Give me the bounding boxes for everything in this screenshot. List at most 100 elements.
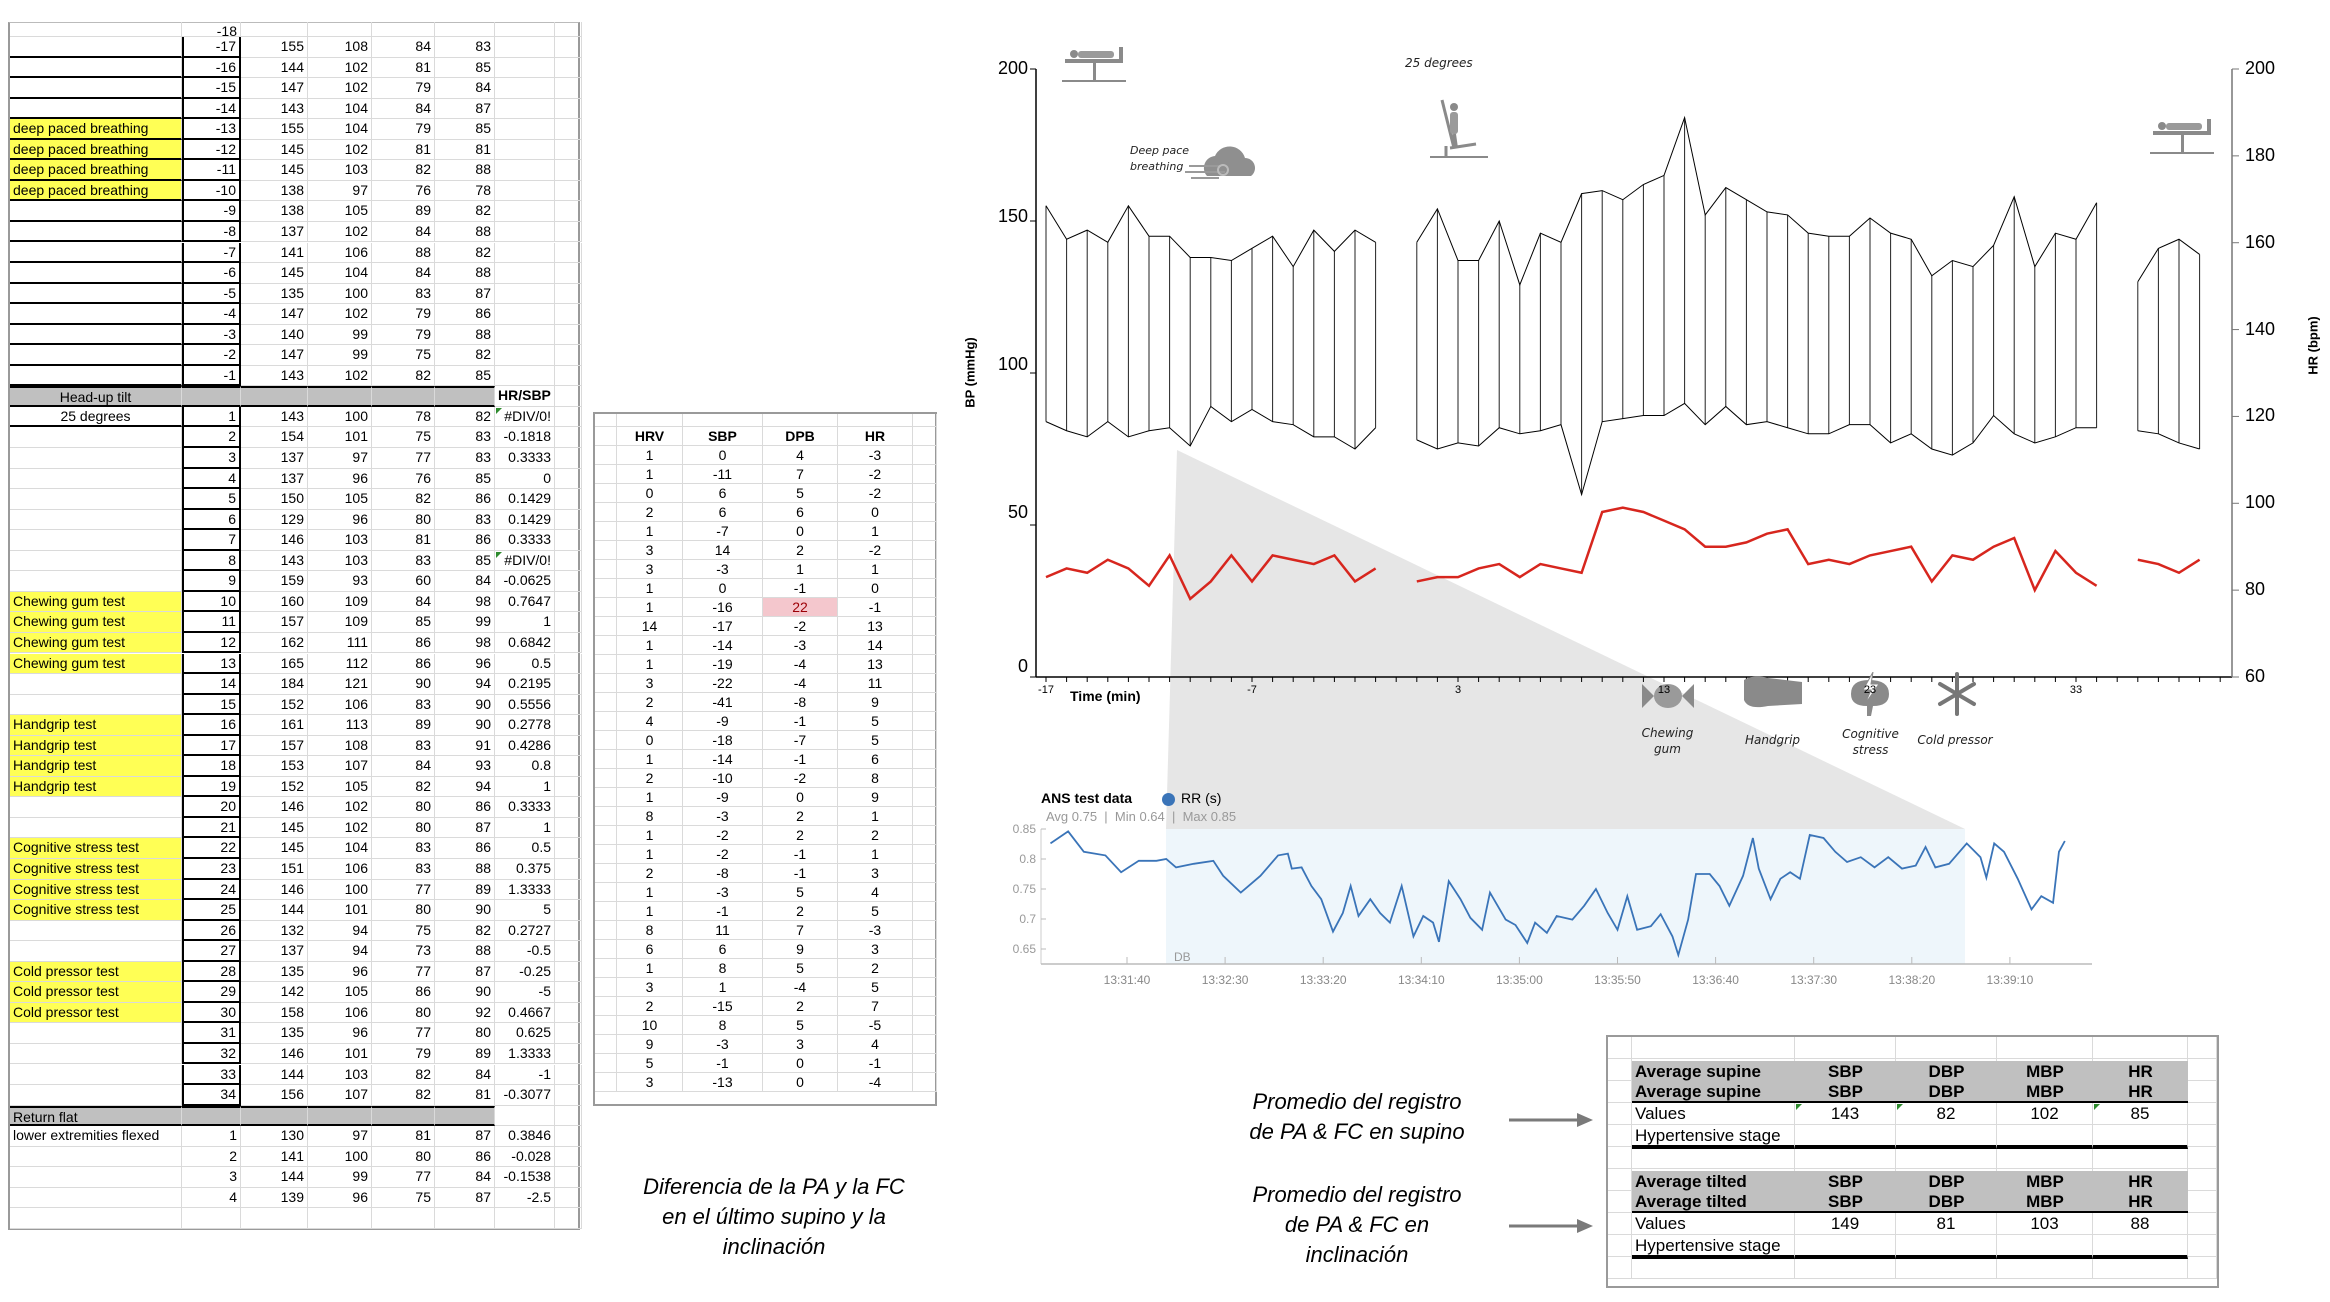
- sheet-cell-mbp[interactable]: 102: [308, 304, 372, 325]
- sheet-cell-hr[interactable]: 85: [435, 468, 495, 490]
- sheet-cell-dbp[interactable]: 75: [372, 920, 435, 942]
- sheet-cell-hr-sbp-ratio[interactable]: -0.1538: [495, 1167, 555, 1188]
- diff-cell[interactable]: -8: [683, 864, 763, 883]
- diff-header-cell[interactable]: [913, 427, 937, 446]
- sheet-cell-hr[interactable]: 87: [435, 817, 495, 839]
- sheet-cell-extra[interactable]: [555, 1146, 582, 1168]
- sheet-cell-sbp[interactable]: 143: [241, 550, 308, 572]
- diff-cell[interactable]: 1: [617, 636, 683, 655]
- sheet-cell-hr[interactable]: 87: [435, 283, 495, 305]
- sheet-cell-hr[interactable]: 84: [435, 571, 495, 592]
- diff-cell[interactable]: [913, 864, 937, 883]
- diff-cell[interactable]: [595, 693, 617, 712]
- diff-cell[interactable]: [595, 826, 617, 845]
- sheet-cell-sbp[interactable]: 141: [241, 1146, 308, 1168]
- sheet-cell-extra[interactable]: [555, 1126, 582, 1147]
- sheet-cell-mbp[interactable]: 102: [308, 139, 372, 161]
- sheet-cell-extra[interactable]: [555, 817, 582, 839]
- sheet-cell-index[interactable]: 23: [182, 859, 241, 880]
- sheet-cell-sbp[interactable]: 147: [241, 304, 308, 325]
- sheet-cell-index[interactable]: -5: [182, 283, 241, 305]
- diff-cell[interactable]: [595, 503, 617, 522]
- sheet-cell-mbp[interactable]: 106: [308, 1002, 372, 1024]
- sheet-cell-label[interactable]: 25 degrees: [10, 406, 182, 428]
- sheet-cell-label[interactable]: [10, 263, 182, 284]
- sheet-cell-dbp[interactable]: 89: [372, 201, 435, 222]
- sheet-cell-sbp[interactable]: 146: [241, 797, 308, 818]
- grid-cell[interactable]: [2188, 1103, 2217, 1125]
- grid-cell[interactable]: [1608, 1213, 1632, 1235]
- sheet-cell-hr[interactable]: 82: [435, 201, 495, 222]
- sheet-cell-label[interactable]: [10, 242, 182, 264]
- sheet-cell-hr[interactable]: 82: [435, 345, 495, 366]
- sheet-cell-dbp[interactable]: 79: [372, 324, 435, 346]
- sheet-cell-sbp[interactable]: 184: [241, 674, 308, 695]
- sheet-cell-mbp[interactable]: 107: [308, 756, 372, 777]
- diff-cell[interactable]: 14: [617, 617, 683, 636]
- sheet-cell-dbp[interactable]: 76: [372, 180, 435, 202]
- diff-cell[interactable]: -4: [763, 674, 838, 693]
- sheet-cell-sbp[interactable]: 146: [241, 879, 308, 901]
- sheet-cell-dbp[interactable]: 83: [372, 838, 435, 859]
- diff-cell[interactable]: -1: [838, 1054, 913, 1073]
- sheet-cell-hr-sbp-ratio[interactable]: 0.8: [495, 756, 555, 777]
- diff-cell[interactable]: 2: [617, 769, 683, 788]
- sheet-cell-mbp[interactable]: 102: [308, 221, 372, 243]
- sheet-cell-hr-sbp-ratio[interactable]: 0.3333: [495, 530, 555, 551]
- sheet-cell-hr[interactable]: 88: [435, 941, 495, 962]
- sheet-cell-dbp[interactable]: 80: [372, 797, 435, 818]
- sheet-cell-dbp[interactable]: 86: [372, 653, 435, 675]
- sheet-cell-dbp[interactable]: 80: [372, 1002, 435, 1024]
- diff-cell[interactable]: 1: [617, 826, 683, 845]
- grid-cell[interactable]: [1632, 1147, 1795, 1169]
- sheet-cell-sbp[interactable]: 162: [241, 632, 308, 654]
- sheet-cell-hr-sbp-ratio[interactable]: 0.4286: [495, 735, 555, 757]
- grid-cell[interactable]: [1795, 1257, 1896, 1279]
- sheet-cell-hr[interactable]: [435, 1105, 495, 1127]
- sheet-cell-hr-sbp-ratio[interactable]: 5: [495, 900, 555, 921]
- diff-cell[interactable]: 2: [763, 541, 838, 560]
- sheet-cell-label[interactable]: deep paced breathing: [10, 160, 182, 181]
- diff-cell[interactable]: [595, 541, 617, 560]
- sheet-cell-sbp[interactable]: 139: [241, 1187, 308, 1209]
- diff-cell[interactable]: [913, 522, 937, 541]
- sheet-cell-hr[interactable]: 86: [435, 838, 495, 859]
- diff-cell[interactable]: 9: [838, 788, 913, 807]
- sheet-cell-sbp[interactable]: 137: [241, 468, 308, 490]
- sheet-cell-hr-sbp-ratio[interactable]: 0.2778: [495, 715, 555, 736]
- sheet-cell-label[interactable]: Handgrip test: [10, 756, 182, 777]
- sheet-cell-hr-sbp-ratio[interactable]: [495, 22, 555, 37]
- sheet-cell-hr-sbp-ratio[interactable]: 1: [495, 776, 555, 798]
- diff-cell[interactable]: -2: [838, 484, 913, 503]
- sheet-cell-mbp[interactable]: 111: [308, 632, 372, 654]
- sheet-cell-label[interactable]: [10, 365, 182, 387]
- diff-cell[interactable]: 1: [617, 655, 683, 674]
- diff-cell[interactable]: [913, 579, 937, 598]
- diff-cell[interactable]: [913, 921, 937, 940]
- diff-cell[interactable]: 2: [617, 997, 683, 1016]
- diff-cell[interactable]: 13: [838, 655, 913, 674]
- sheet-cell-index[interactable]: -10: [182, 180, 241, 202]
- sheet-cell-dbp[interactable]: 80: [372, 509, 435, 531]
- sheet-cell-mbp[interactable]: 99: [308, 324, 372, 346]
- sheet-cell-sbp[interactable]: 161: [241, 715, 308, 736]
- diff-cell[interactable]: [595, 750, 617, 769]
- diff-cell[interactable]: [595, 883, 617, 902]
- diff-cell[interactable]: 9: [838, 693, 913, 712]
- sheet-cell-mbp[interactable]: [308, 1105, 372, 1127]
- diff-cell[interactable]: [595, 864, 617, 883]
- sheet-cell-extra[interactable]: [555, 98, 582, 120]
- sheet-cell-hr[interactable]: 82: [435, 406, 495, 428]
- sheet-cell-sbp[interactable]: 158: [241, 1002, 308, 1024]
- sheet-cell-dbp[interactable]: 90: [372, 674, 435, 695]
- grid-cell[interactable]: [2093, 1037, 2188, 1059]
- sheet-cell-hr[interactable]: 98: [435, 591, 495, 613]
- sheet-cell-extra[interactable]: [555, 674, 582, 695]
- diff-cell[interactable]: 7: [763, 465, 838, 484]
- sheet-cell-extra[interactable]: [555, 941, 582, 962]
- sheet-cell-extra[interactable]: [555, 530, 582, 551]
- diff-cell[interactable]: [913, 655, 937, 674]
- sheet-cell-sbp[interactable]: 132: [241, 920, 308, 942]
- sheet-cell-mbp[interactable]: [308, 386, 372, 407]
- diff-cell[interactable]: [595, 598, 617, 617]
